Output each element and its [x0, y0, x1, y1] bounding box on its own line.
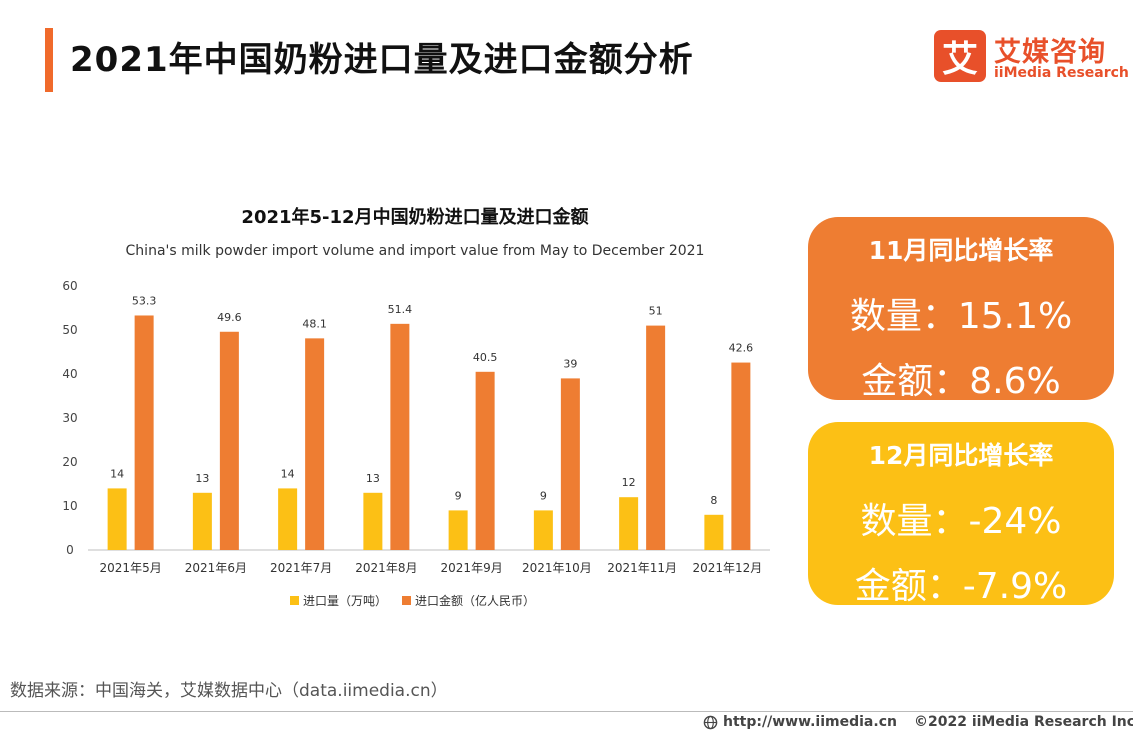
logo-name-en: iiMedia Research [994, 65, 1129, 81]
value-bar [560, 378, 580, 550]
value-bar [219, 331, 239, 550]
volume-data-label: 12 [622, 476, 636, 489]
dec-growth-card: 12月同比增长率 数量：-24% 金额：-7.9% [808, 422, 1114, 607]
y-tick-label: 50 [62, 323, 77, 337]
x-tick-label: 2021年7月 [270, 561, 332, 575]
volume-bar [278, 488, 298, 550]
volume-bar [363, 492, 383, 550]
volume-data-label: 8 [710, 494, 717, 507]
nov-volume-growth: 数量：15.1% [849, 296, 1073, 337]
volume-data-label: 14 [281, 467, 295, 480]
y-tick-label: 0 [66, 543, 74, 557]
value-bar [646, 325, 666, 550]
y-tick-label: 10 [62, 499, 77, 513]
volume-bar [107, 488, 127, 550]
value-data-label: 53.3 [132, 294, 157, 307]
page-title: 2021年中国奶粉进口量及进口金额分析 [70, 40, 694, 80]
title-accent-bar [45, 28, 53, 92]
volume-bar [448, 510, 468, 550]
value-data-label: 39 [563, 357, 577, 370]
value-data-label: 48.1 [302, 317, 327, 330]
volume-data-label: 9 [540, 489, 547, 502]
value-bar [731, 362, 751, 550]
y-tick-label: 60 [62, 279, 77, 293]
dec-growth-heading: 12月同比增长率 [868, 441, 1054, 470]
value-data-label: 49.6 [217, 311, 242, 324]
y-tick-label: 30 [62, 411, 77, 425]
legend-swatch-value [402, 596, 411, 605]
footer-divider [0, 711, 1133, 712]
volume-data-label: 13 [195, 472, 209, 485]
dec-value-growth: 金额：-7.9% [854, 566, 1068, 607]
value-data-label: 40.5 [473, 351, 498, 364]
nov-value-growth: 金额：8.6% [861, 361, 1061, 402]
nov-growth-heading: 11月同比增长率 [868, 236, 1054, 265]
bar-chart: 2021年5-12月中国奶粉进口量及进口金额 China's milk powde… [62, 206, 770, 608]
value-data-label: 51 [649, 305, 663, 318]
y-tick-label: 40 [62, 367, 77, 381]
footer-copyright: ©2022 iiMedia Research Inc [914, 714, 1133, 730]
volume-data-label: 14 [110, 467, 124, 480]
legend-label-volume: 进口量（万吨） [303, 594, 387, 608]
value-bar [390, 323, 410, 550]
volume-data-label: 9 [455, 489, 462, 502]
value-data-label: 42.6 [729, 342, 754, 355]
x-tick-label: 2021年12月 [692, 561, 762, 575]
x-tick-label: 2021年8月 [355, 561, 417, 575]
x-tick-label: 2021年11月 [607, 561, 677, 575]
data-source-note: 数据来源：中国海关，艾媒数据中心（data.iimedia.cn） [10, 681, 448, 701]
volume-data-label: 13 [366, 472, 380, 485]
value-data-label: 51.4 [388, 303, 413, 316]
x-tick-label: 2021年6月 [185, 561, 247, 575]
value-bar [305, 338, 325, 550]
volume-bar [619, 497, 639, 550]
chart-title: 2021年5-12月中国奶粉进口量及进口金额 [241, 206, 588, 228]
logo-mark: 艾 [934, 30, 986, 82]
volume-bar [704, 514, 724, 550]
footer-link[interactable]: http://www.iimedia.cn [703, 714, 897, 730]
globe-icon [703, 715, 718, 729]
value-bar [134, 315, 154, 550]
volume-bar [192, 492, 212, 550]
legend-label-value: 进口金额（亿人民币） [415, 593, 535, 608]
volume-bar [533, 510, 553, 550]
value-bar [475, 371, 495, 550]
brand-logo: 艾 艾媒咨询 iiMedia Research [934, 30, 1129, 86]
y-tick-label: 20 [62, 455, 77, 469]
x-tick-label: 2021年10月 [522, 561, 592, 575]
legend-swatch-volume [290, 596, 299, 605]
logo-name-cn: 艾媒咨询 [994, 37, 1106, 68]
chart-subtitle: China's milk powder import volume and im… [126, 243, 705, 259]
nov-growth-card: 11月同比增长率 数量：15.1% 金额：8.6% [808, 217, 1114, 402]
x-tick-label: 2021年9月 [441, 561, 503, 575]
dec-volume-growth: 数量：-24% [860, 501, 1062, 542]
footer-url-text: http://www.iimedia.cn [723, 714, 897, 730]
x-tick-label: 2021年5月 [100, 561, 162, 575]
